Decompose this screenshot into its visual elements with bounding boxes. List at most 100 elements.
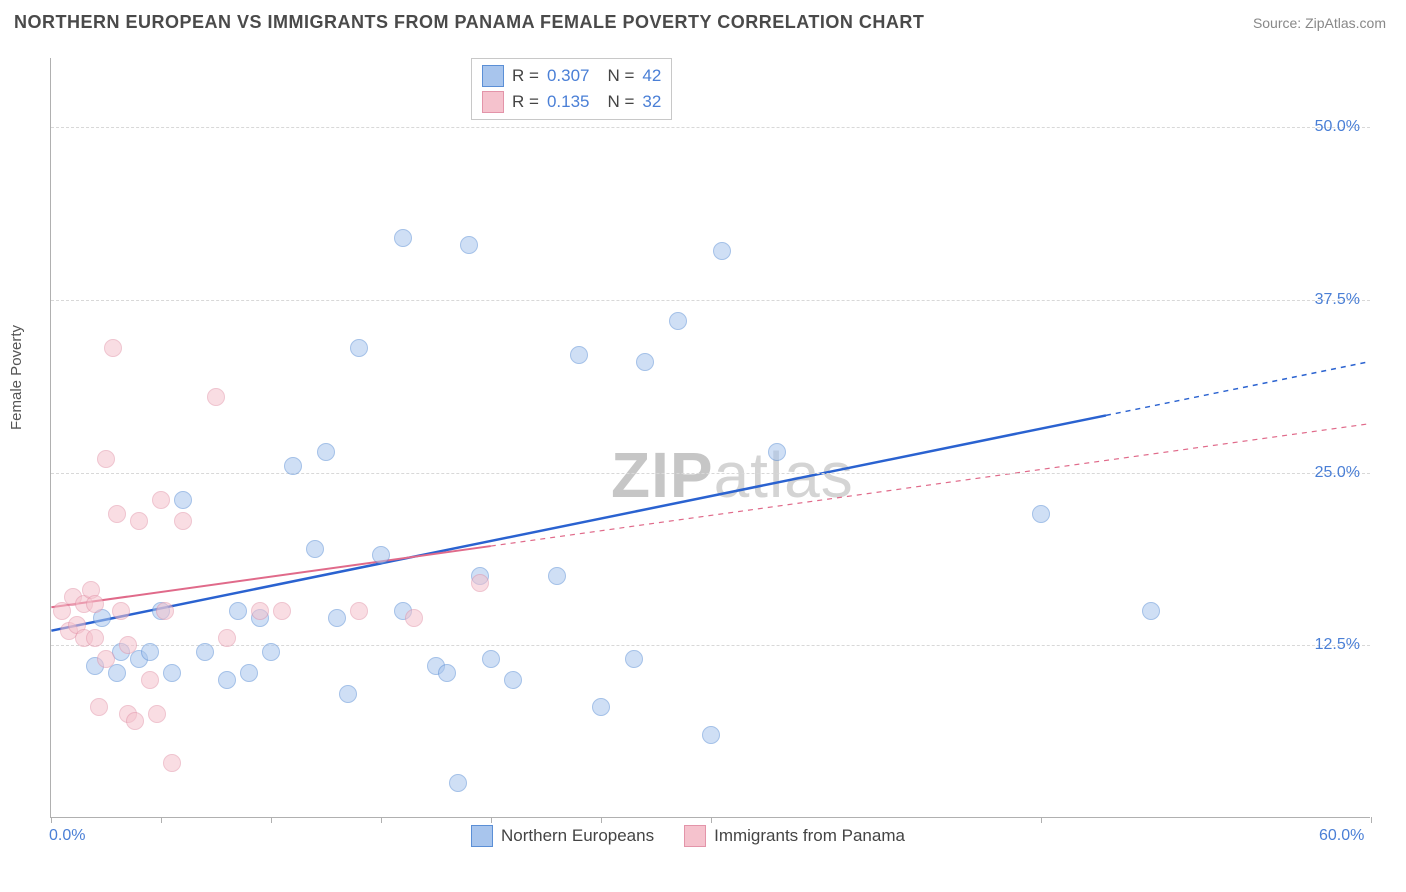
- data-point: [163, 664, 181, 682]
- chart-source: Source: ZipAtlas.com: [1253, 15, 1386, 31]
- data-point: [90, 698, 108, 716]
- scatter-chart: ZIPatlas R =0.307N =42R =0.135N =32 Nort…: [50, 58, 1370, 818]
- data-point: [119, 636, 137, 654]
- data-point: [504, 671, 522, 689]
- x-tick-label: 0.0%: [49, 827, 85, 845]
- data-point: [284, 457, 302, 475]
- stat-n-value: 32: [642, 92, 661, 112]
- data-point: [405, 609, 423, 627]
- data-point: [273, 602, 291, 620]
- data-point: [317, 443, 335, 461]
- legend-label: Northern Europeans: [501, 826, 654, 846]
- gridline: [51, 645, 1370, 646]
- x-tick-mark: [711, 817, 712, 823]
- data-point: [625, 650, 643, 668]
- data-point: [229, 602, 247, 620]
- data-point: [702, 726, 720, 744]
- data-point: [339, 685, 357, 703]
- stats-row: R = 0.135 N = 32: [482, 89, 661, 115]
- trend-line-dashed: [491, 424, 1370, 546]
- stat-r-value: 0.307: [547, 66, 590, 86]
- data-point: [141, 671, 159, 689]
- legend-item: Northern Europeans: [471, 825, 654, 847]
- data-point: [163, 754, 181, 772]
- data-point: [174, 512, 192, 530]
- data-point: [240, 664, 258, 682]
- data-point: [152, 491, 170, 509]
- data-point: [471, 574, 489, 592]
- data-point: [86, 629, 104, 647]
- chart-title: NORTHERN EUROPEAN VS IMMIGRANTS FROM PAN…: [14, 12, 924, 33]
- x-tick-mark: [51, 817, 52, 823]
- data-point: [207, 388, 225, 406]
- y-tick-label: 37.5%: [1315, 291, 1360, 309]
- data-point: [174, 491, 192, 509]
- stat-n-label: N =: [607, 92, 634, 112]
- stat-r-label: R =: [512, 66, 539, 86]
- legend-label: Immigrants from Panama: [714, 826, 905, 846]
- data-point: [350, 602, 368, 620]
- data-point: [449, 774, 467, 792]
- x-tick-mark: [1371, 817, 1372, 823]
- gridline: [51, 300, 1370, 301]
- gridline: [51, 127, 1370, 128]
- data-point: [218, 629, 236, 647]
- data-point: [108, 505, 126, 523]
- y-axis-label: Female Poverty: [8, 325, 25, 430]
- stat-n-value: 42: [642, 66, 661, 86]
- watermark: ZIPatlas: [611, 438, 854, 512]
- data-point: [1142, 602, 1160, 620]
- data-point: [482, 650, 500, 668]
- data-point: [86, 595, 104, 613]
- data-point: [350, 339, 368, 357]
- data-point: [438, 664, 456, 682]
- data-point: [328, 609, 346, 627]
- data-point: [713, 242, 731, 260]
- stat-r-label: R =: [512, 92, 539, 112]
- data-point: [592, 698, 610, 716]
- data-point: [372, 546, 390, 564]
- x-tick-mark: [161, 817, 162, 823]
- data-point: [306, 540, 324, 558]
- data-point: [126, 712, 144, 730]
- trend-line-solid: [51, 546, 490, 607]
- stats-row: R = 0.307 N = 42: [482, 63, 661, 89]
- data-point: [97, 450, 115, 468]
- data-point: [97, 650, 115, 668]
- data-point: [130, 512, 148, 530]
- data-point: [570, 346, 588, 364]
- x-tick-mark: [1041, 817, 1042, 823]
- data-point: [669, 312, 687, 330]
- trend-line-dashed: [1106, 362, 1370, 416]
- data-point: [112, 602, 130, 620]
- data-point: [636, 353, 654, 371]
- data-point: [141, 643, 159, 661]
- correlation-stats-box: R = 0.307 N = 42 R = 0.135 N = 32: [471, 58, 672, 120]
- y-tick-label: 50.0%: [1315, 118, 1360, 136]
- data-point: [548, 567, 566, 585]
- series-swatch: [482, 91, 504, 113]
- x-tick-mark: [491, 817, 492, 823]
- legend-swatch: [471, 825, 493, 847]
- data-point: [156, 602, 174, 620]
- legend-swatch: [684, 825, 706, 847]
- data-point: [251, 602, 269, 620]
- gridline: [51, 473, 1370, 474]
- stat-n-label: N =: [607, 66, 634, 86]
- x-tick-mark: [601, 817, 602, 823]
- y-tick-label: 12.5%: [1315, 636, 1360, 654]
- series-swatch: [482, 65, 504, 87]
- data-point: [104, 339, 122, 357]
- stat-r-value: 0.135: [547, 92, 590, 112]
- data-point: [768, 443, 786, 461]
- x-tick-label: 60.0%: [1319, 827, 1364, 845]
- data-point: [196, 643, 214, 661]
- data-point: [1032, 505, 1050, 523]
- x-tick-mark: [271, 817, 272, 823]
- series-legend: Northern Europeans Immigrants from Panama: [471, 825, 905, 847]
- x-tick-mark: [381, 817, 382, 823]
- y-tick-label: 25.0%: [1315, 464, 1360, 482]
- data-point: [460, 236, 478, 254]
- data-point: [262, 643, 280, 661]
- data-point: [394, 229, 412, 247]
